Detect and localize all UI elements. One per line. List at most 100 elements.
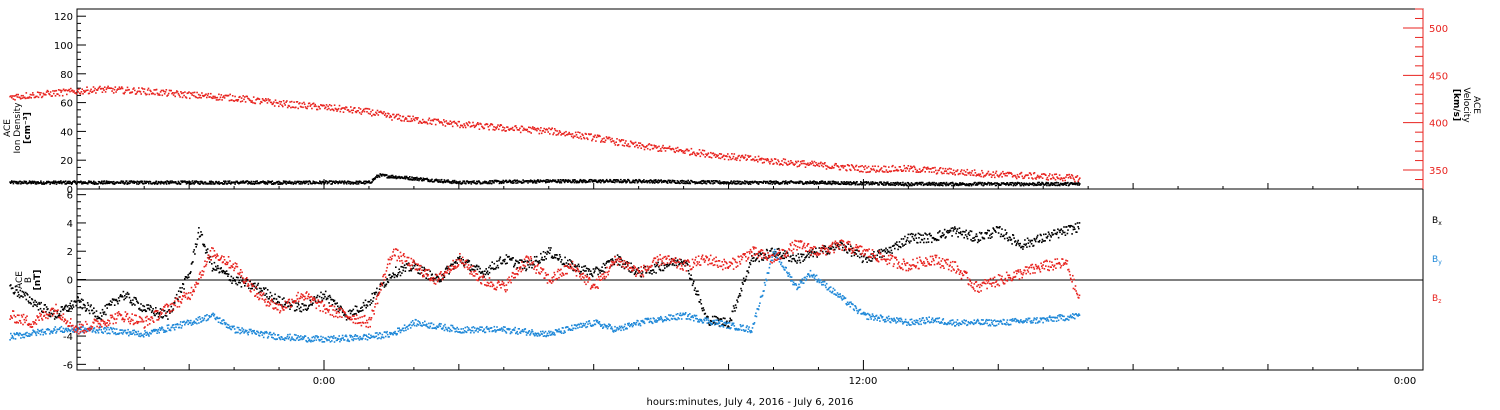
bx-point: [497, 266, 500, 269]
density-point: [864, 184, 866, 186]
density-point: [51, 181, 53, 183]
velocity-point: [1046, 176, 1049, 179]
bx-point: [494, 268, 497, 270]
bx-point: [901, 243, 903, 245]
density-point: [1072, 183, 1074, 186]
density-point: [713, 182, 716, 184]
velocity-point: [236, 100, 239, 102]
bx-point: [184, 278, 186, 280]
bx-point: [535, 259, 537, 262]
bx-point: [262, 287, 265, 289]
bx-point: [830, 248, 833, 250]
bx-point: [900, 246, 902, 249]
velocity-point: [1042, 173, 1045, 175]
velocity-point: [703, 149, 706, 152]
bx-point: [544, 255, 546, 258]
velocity-point: [239, 100, 242, 103]
velocity-point: [303, 101, 305, 104]
bx-point: [585, 267, 588, 270]
velocity-point: [1011, 176, 1014, 178]
velocity-point: [146, 89, 149, 91]
velocity-point: [786, 164, 789, 166]
velocity-point: [1038, 177, 1041, 179]
density-point: [463, 180, 466, 182]
bx-point: [624, 263, 626, 266]
velocity-point: [956, 169, 959, 171]
density-point: [376, 176, 379, 179]
bx-point: [50, 312, 53, 315]
velocity-point: [413, 119, 416, 122]
velocity-point: [577, 131, 579, 133]
bx-point: [466, 261, 469, 264]
density-point: [684, 182, 686, 185]
bx-point: [1034, 240, 1037, 243]
bx-point: [549, 249, 551, 251]
velocity-point: [503, 127, 506, 129]
density-point: [355, 181, 357, 184]
density-point: [945, 181, 948, 184]
velocity-point: [350, 109, 353, 112]
bx-point: [122, 290, 125, 293]
velocity-point: [926, 166, 929, 169]
density-point: [362, 182, 365, 184]
velocity-point: [847, 164, 850, 167]
bx-point: [337, 310, 340, 313]
velocity-point: [834, 162, 837, 165]
velocity-point: [147, 87, 150, 90]
density-point: [159, 181, 161, 184]
density-point: [25, 182, 27, 184]
bx-point: [306, 309, 308, 311]
density-tick-label: 0: [67, 185, 73, 196]
density-point: [947, 184, 950, 186]
velocity-point: [250, 101, 253, 103]
bx-point: [229, 279, 231, 281]
density-point: [967, 184, 969, 187]
bx-point: [974, 235, 977, 238]
density-point: [119, 182, 122, 184]
density-point: [653, 179, 655, 181]
velocity-point: [667, 147, 669, 149]
velocity-point: [33, 96, 36, 99]
bx-point: [343, 314, 345, 316]
density-point: [123, 183, 126, 185]
bx-point: [904, 235, 906, 238]
bx-point: [277, 295, 280, 298]
velocity-point: [943, 170, 946, 172]
density-point: [1047, 181, 1049, 184]
velocity-point: [652, 147, 655, 150]
density-point: [249, 181, 251, 184]
density-point: [847, 183, 849, 185]
bx-point: [269, 291, 272, 294]
bx-point: [492, 267, 494, 270]
velocity-point: [214, 95, 216, 98]
bx-point: [392, 272, 394, 274]
velocity-point: [991, 174, 994, 177]
bx-point: [798, 256, 800, 259]
bx-point: [1004, 229, 1007, 231]
bx-point: [734, 304, 737, 306]
velocity-point: [663, 147, 665, 150]
density-point: [386, 177, 389, 179]
velocity-point: [758, 158, 761, 161]
density-point: [837, 181, 839, 183]
bx-point: [926, 234, 928, 236]
density-point: [669, 179, 672, 182]
density-point: [1050, 182, 1053, 185]
density-point: [988, 182, 990, 184]
bx-point: [922, 234, 924, 236]
density-point: [212, 181, 214, 183]
velocity-point: [301, 102, 303, 105]
velocity-point: [696, 152, 698, 154]
bx-point: [186, 277, 189, 279]
velocity-point: [859, 165, 862, 168]
density-point: [412, 177, 415, 179]
bx-point: [55, 316, 58, 319]
velocity-point: [824, 162, 826, 164]
bx-point: [923, 237, 926, 240]
density-point: [101, 180, 103, 183]
velocity-point: [185, 97, 188, 99]
bx-point: [250, 287, 252, 290]
bx-point: [598, 268, 600, 271]
density-tick-label: 40: [60, 127, 73, 138]
bx-point: [760, 253, 763, 256]
